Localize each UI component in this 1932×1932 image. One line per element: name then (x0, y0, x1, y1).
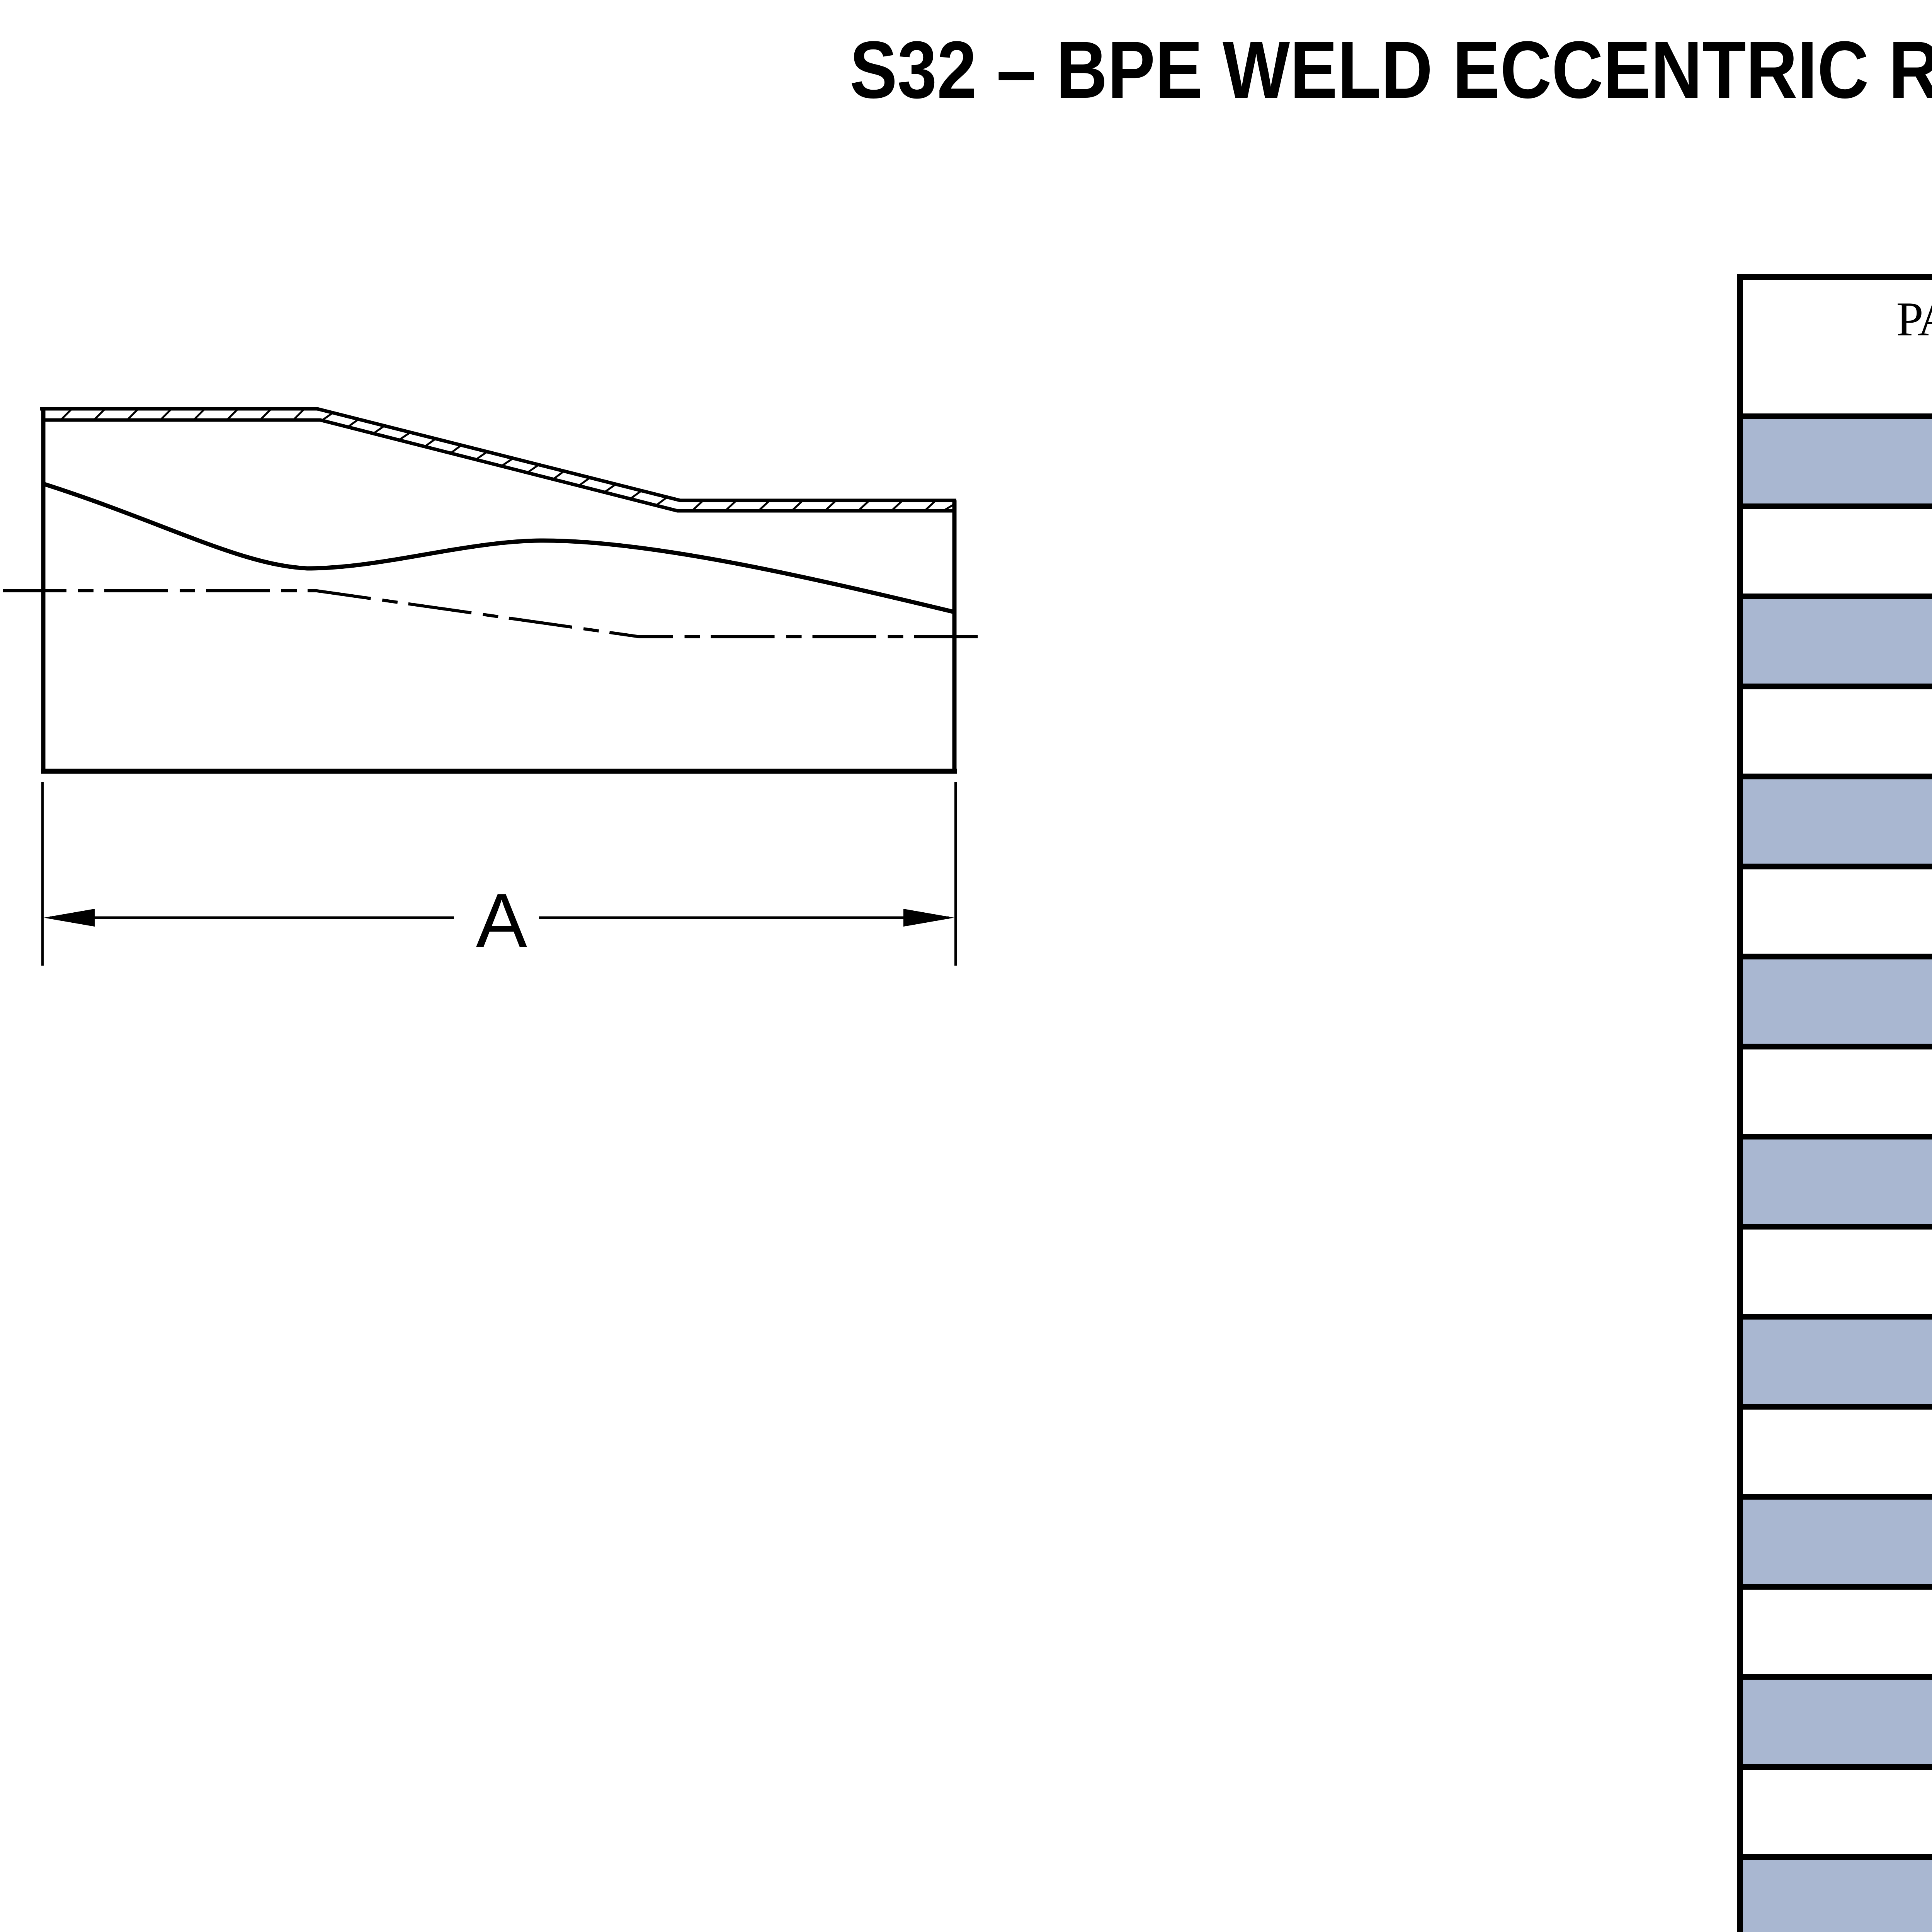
svg-text:A: A (476, 878, 527, 964)
